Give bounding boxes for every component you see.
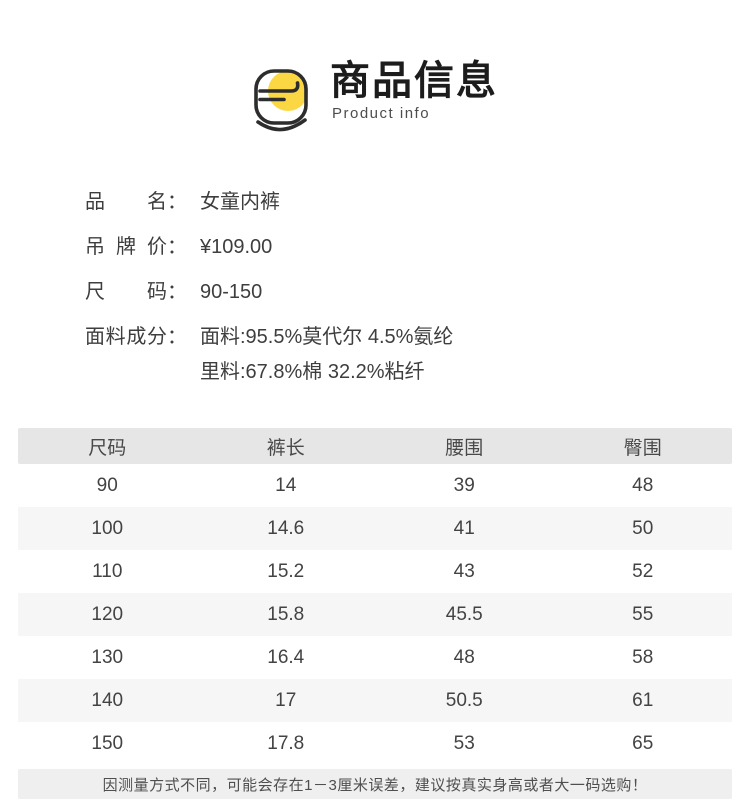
cell-waist: 41 <box>453 517 475 539</box>
table-row: 120 15.8 45.5 55 <box>18 593 732 636</box>
size-table: 尺码 裤长 腰围 臀围 90 14 39 48 100 14.6 41 50 1… <box>18 428 732 765</box>
cell-hip: 61 <box>632 689 654 711</box>
product-info-icon <box>254 69 308 132</box>
column-header-pant-length: 裤长 <box>266 437 305 459</box>
cell-hip: 52 <box>632 560 654 582</box>
detail-label: 吊牌价： <box>85 236 187 258</box>
fabric-lining-line: 里料:67.8%棉 32.2%粘纤 <box>200 361 425 383</box>
cell-hip: 65 <box>632 732 654 754</box>
page-title: 商品信息 <box>330 59 498 103</box>
product-details: 品名： 女童内裤 吊牌价： ¥109.00 尺码： 90-150 面料成分： 面… <box>85 188 750 386</box>
cell-size: 150 <box>91 732 124 754</box>
table-row: 100 14.6 41 50 <box>18 507 732 550</box>
cell-waist: 39 <box>453 474 475 496</box>
cell-size: 100 <box>91 517 124 539</box>
title-block: 商品信息 Product info <box>330 58 498 122</box>
cell-waist: 43 <box>453 560 475 582</box>
cell-pant-length: 15.8 <box>267 603 305 625</box>
detail-value-name: 女童内裤 <box>200 191 280 213</box>
detail-row-size-range: 尺码： 90-150 <box>85 278 750 306</box>
cell-hip: 50 <box>632 517 654 539</box>
cell-size: 120 <box>91 603 124 625</box>
detail-value-fabric: 面料:95.5%莫代尔 4.5%氨纶 里料:67.8%棉 32.2%粘纤 <box>200 323 453 386</box>
detail-label: 尺码： <box>85 281 187 303</box>
cell-pant-length: 16.4 <box>267 646 305 668</box>
fabric-outer-line: 面料:95.5%莫代尔 4.5%氨纶 <box>200 326 454 348</box>
cell-size: 140 <box>91 689 124 711</box>
table-row: 150 17.8 53 65 <box>18 722 732 765</box>
cell-hip: 55 <box>632 603 654 625</box>
column-header-hip: 臀围 <box>623 437 662 459</box>
cell-waist: 50.5 <box>445 689 483 711</box>
cell-hip: 58 <box>632 646 654 668</box>
cell-pant-length: 15.2 <box>267 560 305 582</box>
detail-row-fabric: 面料成分： 面料:95.5%莫代尔 4.5%氨纶 里料:67.8%棉 32.2%… <box>85 323 750 386</box>
table-row: 130 16.4 48 58 <box>18 636 732 679</box>
cell-size: 130 <box>91 646 124 668</box>
cell-pant-length: 17 <box>275 689 297 711</box>
page-subtitle: Product info <box>332 105 431 122</box>
table-row: 110 15.2 43 52 <box>18 550 732 593</box>
cell-hip: 48 <box>632 474 654 496</box>
detail-value-price: ¥109.00 <box>200 236 273 258</box>
cell-size: 110 <box>92 560 123 582</box>
column-header-waist: 腰围 <box>445 437 484 459</box>
cell-pant-length: 14 <box>275 474 297 496</box>
cell-size: 90 <box>96 474 118 496</box>
cell-waist: 53 <box>453 732 475 754</box>
detail-value-size-range: 90-150 <box>200 281 263 303</box>
size-table-header: 尺码 裤长 腰围 臀围 <box>18 428 732 464</box>
cell-waist: 48 <box>453 646 475 668</box>
measurement-disclaimer: 因测量方式不同，可能会存在1－3厘米误差，建议按真实身高或者大一码选购！ <box>18 769 732 799</box>
detail-row-price: 吊牌价： ¥109.00 <box>85 233 750 261</box>
table-row: 90 14 39 48 <box>18 464 732 507</box>
cell-pant-length: 14.6 <box>267 517 305 539</box>
table-row: 140 17 50.5 61 <box>18 679 732 722</box>
detail-label: 面料成分： <box>85 326 187 348</box>
page-header: 商品信息 Product info <box>0 0 750 138</box>
cell-waist: 45.5 <box>445 603 483 625</box>
detail-label: 品名： <box>85 191 187 213</box>
detail-row-name: 品名： 女童内裤 <box>85 188 750 216</box>
cell-pant-length: 17.8 <box>267 732 305 754</box>
column-header-size: 尺码 <box>88 437 127 459</box>
